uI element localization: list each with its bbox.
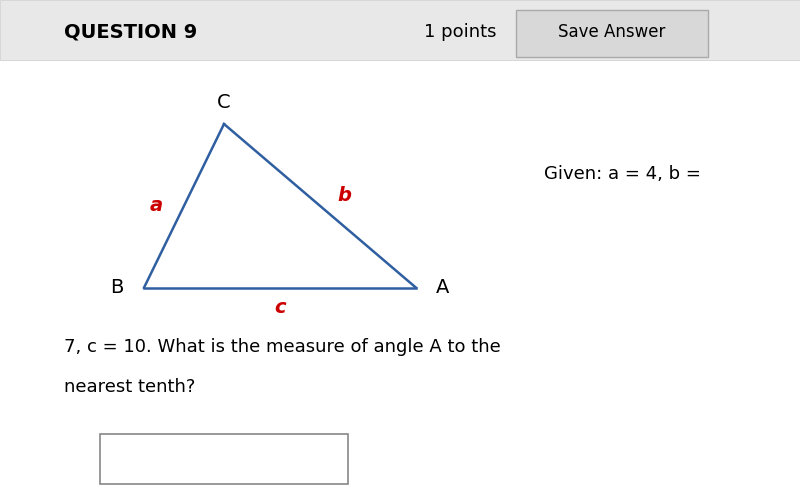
Text: nearest tenth?: nearest tenth? bbox=[64, 378, 195, 396]
Text: A: A bbox=[436, 278, 450, 297]
Text: b: b bbox=[337, 186, 351, 205]
FancyBboxPatch shape bbox=[516, 10, 708, 57]
Text: 7, c = 10. What is the measure of angle A to the: 7, c = 10. What is the measure of angle … bbox=[64, 338, 501, 356]
Text: C: C bbox=[217, 93, 231, 112]
Text: 1 points: 1 points bbox=[424, 23, 496, 41]
Text: Save Answer: Save Answer bbox=[558, 23, 666, 41]
Text: B: B bbox=[110, 278, 124, 297]
Text: Given: a = 4, b =: Given: a = 4, b = bbox=[544, 165, 701, 183]
Text: a: a bbox=[150, 196, 162, 215]
Text: QUESTION 9: QUESTION 9 bbox=[64, 23, 198, 42]
FancyBboxPatch shape bbox=[100, 434, 348, 484]
Text: c: c bbox=[274, 298, 286, 317]
FancyBboxPatch shape bbox=[0, 0, 800, 60]
